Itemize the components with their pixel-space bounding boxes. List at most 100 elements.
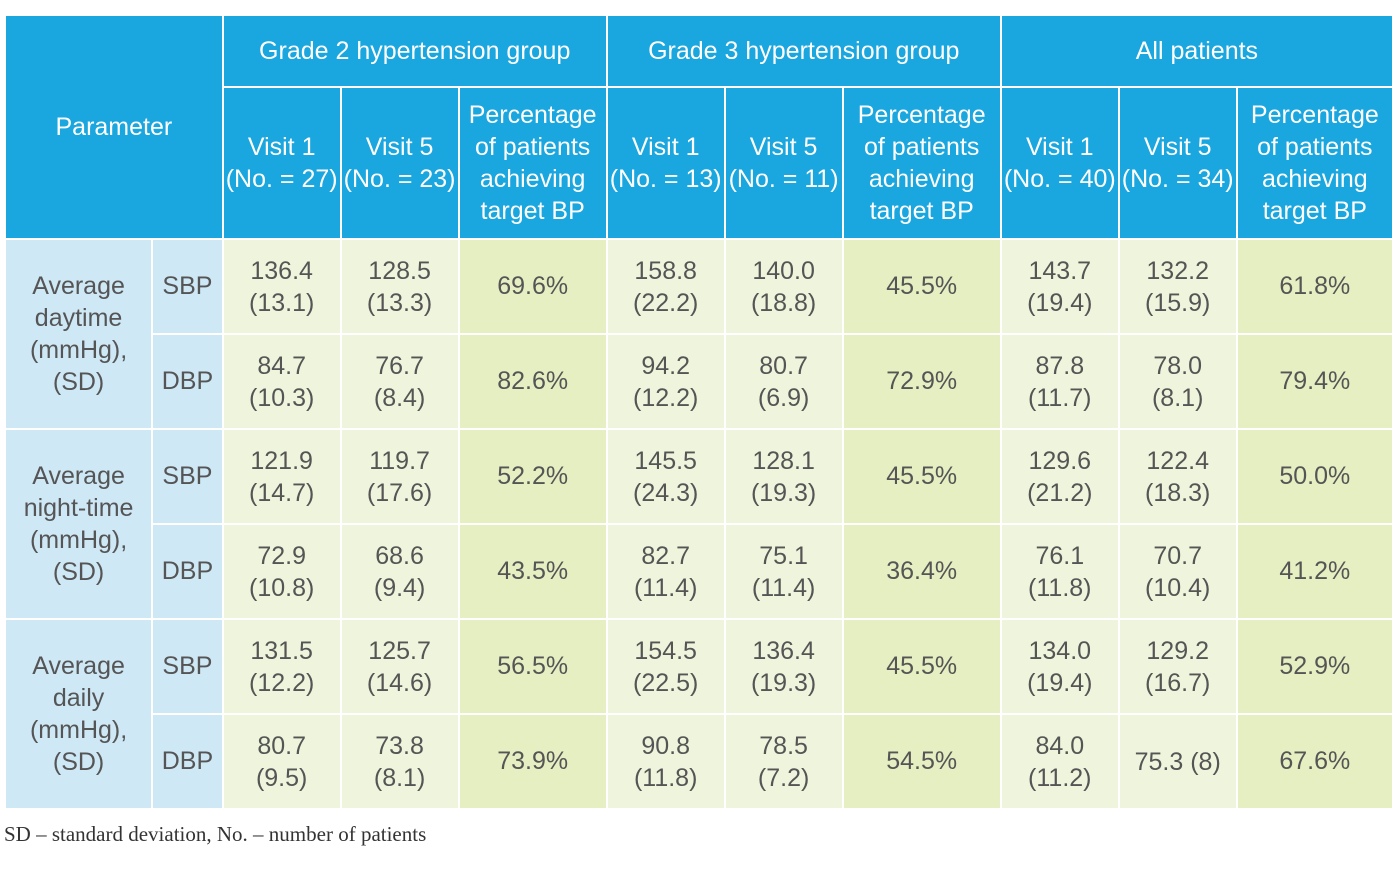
subheader-visit: Visit 5 (No. = 11)	[723, 86, 844, 240]
value-cell: 82.7 (11.4)	[605, 523, 726, 620]
sd-value: (19.3)	[750, 478, 817, 507]
value-cell: 129.6 (21.2)	[999, 428, 1120, 525]
sd-value: (11.8)	[1028, 573, 1092, 602]
subheader-patient-count: (No. = 40)	[1003, 165, 1116, 193]
sd-value: (19.4)	[1027, 668, 1093, 697]
value-cell: 75.1 (11.4)	[723, 523, 844, 620]
subheader-text: achieving	[1262, 165, 1368, 193]
percentage-cell: 79.4%	[1235, 333, 1395, 430]
value-cell: 131.5 (12.2)	[221, 618, 342, 715]
subheader-visit: Visit 1 (No. = 13)	[605, 86, 726, 240]
sd-value: (10.8)	[249, 573, 315, 602]
sd-value: (9.5)	[255, 763, 308, 792]
mean-value: 129.6	[1028, 446, 1092, 475]
mean-value: 128.1	[752, 446, 815, 475]
sd-value: (13.3)	[366, 288, 433, 317]
mean-value: 119.7	[369, 446, 430, 475]
value-cell: 84.7 (10.3)	[221, 333, 342, 430]
bp-type-label: DBP	[151, 713, 224, 810]
subheader-patient-count: (No. = 13)	[609, 165, 722, 193]
sd-value: (18.3)	[1145, 478, 1211, 507]
mean-value: 128.5	[368, 256, 431, 285]
subheader-percentage: Percentage of patients achieving target BP	[457, 86, 608, 240]
mean-value: 125.7	[368, 636, 431, 665]
group-header-grade2: Grade 2 hypertension group	[221, 14, 608, 88]
parameter-label-line: (mmHg),	[29, 336, 128, 364]
mean-value: 87.8	[1035, 351, 1085, 380]
percentage-value: 54.5%	[886, 747, 958, 775]
percentage-cell: 54.5%	[841, 713, 1002, 810]
parameter-label-line: daytime	[34, 304, 123, 332]
value-cell: 158.8 (22.2)	[605, 238, 726, 335]
bp-type-label: DBP	[151, 523, 224, 620]
mean-value: 84.0	[1035, 731, 1085, 760]
percentage-value: 52.9%	[1279, 652, 1351, 680]
subheader-text: of patients	[864, 133, 980, 161]
subheader-visit-label: Visit 1	[1025, 133, 1094, 161]
percentage-cell: 82.6%	[457, 333, 608, 430]
value-cell: 72.9 (10.8)	[221, 523, 342, 620]
sd-value: (19.4)	[1027, 288, 1093, 317]
mean-value: 80.7	[257, 731, 306, 760]
mean-value: 73.8	[375, 731, 424, 760]
subheader-visit: Visit 5 (No. = 23)	[339, 86, 460, 240]
value-cell: 132.2 (15.9)	[1117, 238, 1238, 335]
parameter-label-line: night-time	[23, 494, 134, 522]
value-cell: 68.6 (9.4)	[339, 523, 460, 620]
sd-value: (19.3)	[750, 668, 817, 697]
table-row: Average daytime (mmHg), (SD) SBP 136.4 (13.1) 1…	[3, 238, 1395, 430]
value-cell: 80.7 (6.9)	[723, 333, 844, 430]
sd-value: (16.7)	[1145, 668, 1211, 697]
table-row: DBP 72.9 (10.8) 68.6 (9.4) 43.5% 82.7 (11.4) 75.…	[5, 523, 1395, 620]
mean-value: 75.1	[759, 541, 808, 570]
sd-value: (24.3)	[633, 478, 699, 507]
mean-value: 76.1	[1035, 541, 1085, 570]
percentage-value: 61.8%	[1279, 272, 1351, 300]
subheader-visit: Visit 5 (No. = 34)	[1117, 86, 1238, 240]
sd-value: (10.3)	[249, 383, 315, 412]
subheader-text: Percentage	[857, 101, 986, 129]
sd-value: (7.2)	[757, 763, 810, 792]
mean-value: 158.8	[634, 256, 697, 285]
value-cell: 84.0 (11.2)	[999, 713, 1120, 810]
value-cell: 122.4 (18.3)	[1117, 428, 1238, 525]
subheader-visit-label: Visit 1	[631, 133, 700, 161]
value-cell: 94.2 (12.2)	[605, 333, 726, 430]
mean-value: 136.4	[250, 256, 313, 285]
subheader-text: of patients	[474, 133, 591, 161]
sd-value: (21.2)	[1027, 478, 1093, 507]
percentage-value: 67.6%	[1279, 747, 1351, 775]
percentage-cell: 73.9%	[457, 713, 608, 810]
parameter-label: Average daily (mmHg), (SD)	[3, 618, 154, 810]
value-cell: 128.1 (19.3)	[723, 428, 844, 525]
mean-value: 70.7	[1153, 541, 1203, 570]
sd-value: (13.1)	[249, 288, 315, 317]
percentage-cell: 41.2%	[1235, 523, 1395, 620]
table-body: Average daytime (mmHg), (SD) SBP 136.4 (13.1) 1…	[3, 238, 1395, 810]
sd-value: (18.8)	[750, 288, 817, 317]
sd-value: (11.8)	[633, 763, 698, 792]
percentage-value: 56.5%	[497, 652, 569, 680]
sd-value: (9.4)	[373, 573, 426, 602]
sd-value: (15.9)	[1145, 288, 1211, 317]
parameter-label: Average night-time (mmHg), (SD)	[3, 428, 154, 620]
value-cell: 136.4 (13.1)	[221, 238, 342, 335]
subheader-text: Percentage	[468, 101, 597, 129]
percentage-value: 52.2%	[497, 462, 569, 490]
value-cell: 154.5 (22.5)	[605, 618, 726, 715]
parameter-label-line: Average	[32, 272, 125, 300]
mean-value: 134.0	[1028, 636, 1092, 665]
mean-value: 140.0	[752, 256, 815, 285]
parameter-label-line: (mmHg),	[29, 526, 128, 554]
mean-value: 78.0	[1153, 351, 1203, 380]
subheader-percentage: Percentage of patients achieving target BP	[841, 86, 1002, 240]
subheader-patient-count: (No. = 27)	[225, 165, 338, 193]
mean-value: 131.5	[250, 636, 313, 665]
parameter-label-line: (SD)	[52, 368, 105, 396]
percentage-value: 50.0%	[1279, 462, 1351, 490]
parameter-label-line: Average	[32, 652, 125, 680]
percentage-value: 41.2%	[1279, 557, 1351, 585]
percentage-value: 43.5%	[497, 557, 569, 585]
subheader-visit: Visit 1 (No. = 40)	[999, 86, 1120, 240]
sd-value: (14.6)	[366, 668, 433, 697]
